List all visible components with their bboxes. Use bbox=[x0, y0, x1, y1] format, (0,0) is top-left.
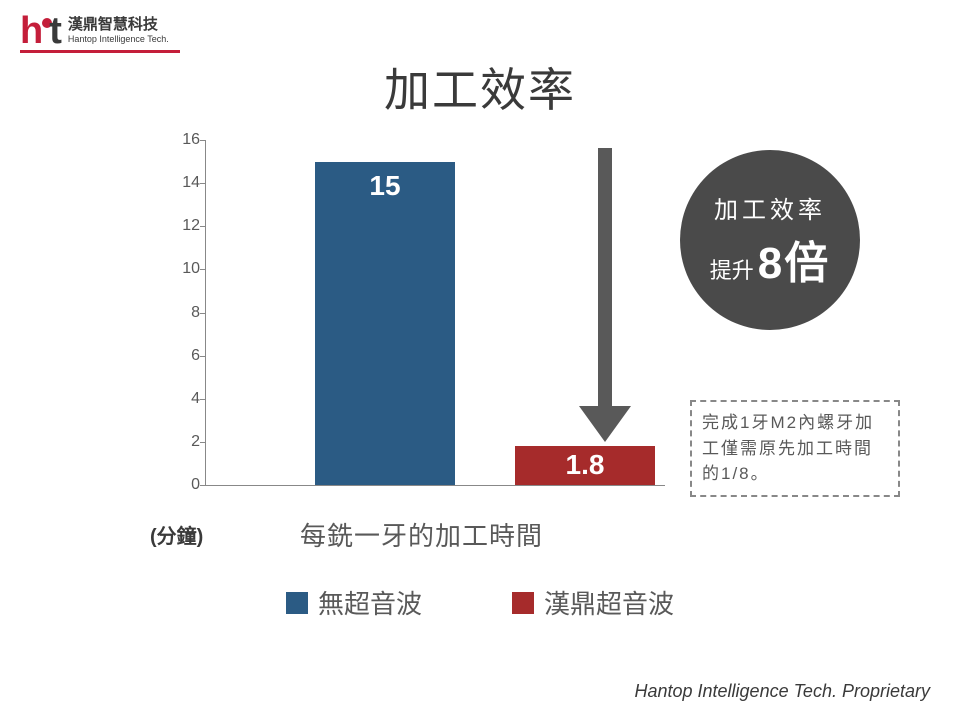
chart-bar: 1.8 bbox=[515, 446, 655, 485]
badge-line2: 提升 8倍 bbox=[710, 227, 831, 291]
x-axis bbox=[205, 485, 665, 486]
legend-swatch bbox=[286, 592, 308, 614]
y-tick-mark bbox=[200, 226, 205, 227]
legend-label: 漢鼎超音波 bbox=[544, 584, 674, 621]
y-tick-mark bbox=[200, 313, 205, 314]
y-tick-mark bbox=[200, 442, 205, 443]
y-tick-label: 4 bbox=[145, 390, 200, 408]
legend-item: 漢鼎超音波 bbox=[512, 584, 674, 621]
badge-big: 8倍 bbox=[758, 227, 830, 291]
badge-small: 提升 bbox=[710, 253, 754, 285]
logo-en: Hantop Intelligence Tech. bbox=[68, 34, 169, 45]
page-title: 加工效率 bbox=[0, 54, 960, 120]
chart-bar: 15 bbox=[315, 162, 455, 485]
y-tick-label: 0 bbox=[145, 476, 200, 494]
chart-legend: 無超音波 漢鼎超音波 bbox=[0, 584, 960, 621]
legend-item: 無超音波 bbox=[286, 584, 422, 621]
legend-swatch bbox=[512, 592, 534, 614]
y-axis-unit: (分鐘) bbox=[150, 520, 203, 549]
y-tick-label: 6 bbox=[145, 347, 200, 365]
logo-underline bbox=[20, 50, 180, 53]
arrow-head bbox=[579, 406, 631, 442]
arrow-shaft bbox=[598, 148, 612, 408]
y-tick-mark bbox=[200, 399, 205, 400]
y-tick-label: 14 bbox=[145, 174, 200, 192]
y-tick-mark bbox=[200, 485, 205, 486]
note-box: 完成1牙M2內螺牙加工僅需原先加工時間的1/8。 bbox=[690, 400, 900, 497]
y-tick-mark bbox=[200, 183, 205, 184]
y-tick-label: 16 bbox=[145, 131, 200, 149]
y-tick-label: 2 bbox=[145, 433, 200, 451]
y-axis bbox=[205, 140, 206, 485]
y-tick-mark bbox=[200, 356, 205, 357]
legend-label: 無超音波 bbox=[318, 584, 422, 621]
y-tick-label: 8 bbox=[145, 304, 200, 322]
y-tick-mark bbox=[200, 269, 205, 270]
badge-line1: 加工效率 bbox=[714, 190, 826, 225]
y-tick-label: 12 bbox=[145, 217, 200, 235]
logo-cn: 漢鼎智慧科技 bbox=[68, 17, 169, 34]
bar-value-label: 15 bbox=[315, 170, 455, 202]
efficiency-badge: 加工效率 提升 8倍 bbox=[680, 150, 860, 330]
y-tick-mark bbox=[200, 140, 205, 141]
y-tick-label: 10 bbox=[145, 260, 200, 278]
company-logo: h t 漢鼎智慧科技 Hantop Intelligence Tech. bbox=[20, 12, 169, 50]
logo-mark-h: h bbox=[20, 12, 43, 50]
logo-text: 漢鼎智慧科技 Hantop Intelligence Tech. bbox=[68, 17, 169, 44]
logo-mark-it: t bbox=[49, 12, 62, 50]
footer-text: Hantop Intelligence Tech. Proprietary bbox=[634, 681, 930, 702]
bar-value-label: 1.8 bbox=[515, 449, 655, 481]
down-arrow-icon bbox=[585, 148, 625, 448]
x-axis-title: 每銑一牙的加工時間 bbox=[300, 516, 543, 553]
